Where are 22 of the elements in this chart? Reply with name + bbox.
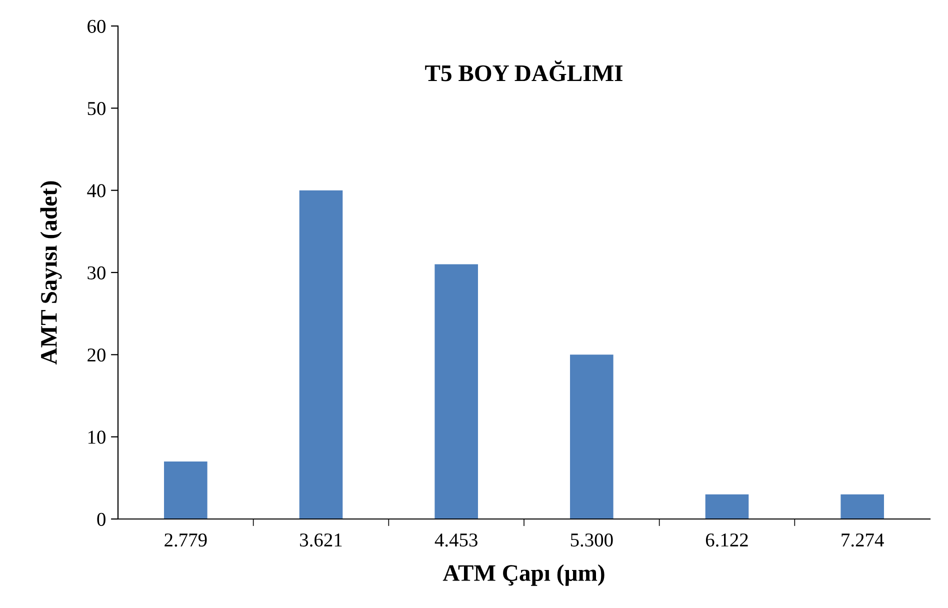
- bar: [705, 494, 749, 519]
- x-axis-title: ATM Çapı (µm): [442, 564, 604, 586]
- y-tick-label: 10: [88, 430, 106, 444]
- y-tick-label: 20: [88, 348, 106, 362]
- x-tick-label: 4.453: [434, 534, 478, 547]
- x-tick-label: 7.274: [842, 534, 884, 547]
- bar: [434, 264, 478, 519]
- y-axis-title: AMT Sayısı (adet): [40, 181, 62, 365]
- bar: [570, 354, 614, 519]
- y-tick-label: 30: [88, 266, 106, 280]
- bar: [299, 190, 343, 519]
- text: T5 BOY DAĞLIMI: [425, 60, 622, 82]
- x-tick-label: 2.779: [164, 534, 207, 547]
- y-tick-label: 0: [97, 512, 106, 526]
- y-tick-label: 50: [88, 102, 106, 116]
- bar: [164, 461, 208, 519]
- bar: [840, 494, 884, 519]
- y-tick-label: 40: [87, 184, 106, 198]
- x-tick-label: 5.300: [570, 533, 613, 547]
- y-tick-label: 60: [88, 20, 106, 33]
- x-tick-label: 3.621: [300, 534, 342, 547]
- x-tick-label: 6.122: [706, 534, 748, 547]
